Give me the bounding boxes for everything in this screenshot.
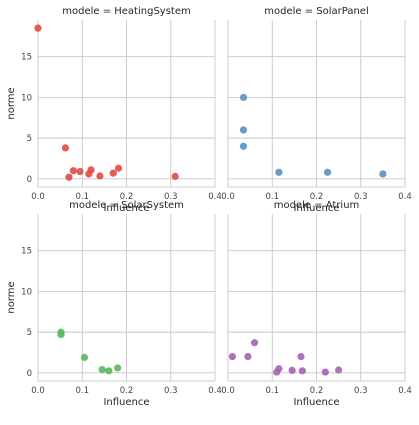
x-tick-label: 0.1 <box>75 192 89 202</box>
x-tick-label: 0.4 <box>208 386 222 396</box>
x-axis-label: Influence <box>103 203 149 214</box>
y-tick-label: 10 <box>21 287 32 297</box>
scatter-point <box>288 366 296 375</box>
scatter-point <box>69 167 77 175</box>
x-tick-label: 0.3 <box>164 386 178 396</box>
x-tick-label: 0.2 <box>310 192 324 202</box>
x-axis-label: Influence <box>103 397 149 408</box>
facet-title: modele = Atrium <box>274 200 360 211</box>
scatter-point <box>61 144 70 152</box>
y-tick-label: 5 <box>27 328 32 338</box>
scatter-point <box>80 353 89 361</box>
facet-panel-1: modele = SolarPanel 0.0 0.1 0.2 0.3 0.4 Influe… <box>221 6 412 214</box>
scatter-point <box>379 170 387 178</box>
facet-panel-0: modele = HeatingSystem 0.0 0.1 0.2 0.3 0.4 Inf… <box>6 6 222 214</box>
facet-panel-2: modele = SolarSystem 0.0 0.1 0.2 0.3 0.4 Influ… <box>6 200 222 408</box>
facet-title: modele = SolarPanel <box>264 6 369 17</box>
scatter-point <box>228 352 237 361</box>
x-tick-label: 0.1 <box>75 386 89 396</box>
x-tick-label: 0.2 <box>120 386 134 396</box>
scatter-point <box>297 352 305 361</box>
facet-title: modele = HeatingSystem <box>62 6 191 17</box>
scatter-point <box>321 368 329 376</box>
scatter-point <box>244 352 252 361</box>
x-axis-label: Influence <box>293 397 339 408</box>
scatter-point <box>114 164 123 172</box>
scatter-point <box>275 365 283 373</box>
x-tick-label: 0.0 <box>221 386 235 396</box>
x-axis-label: Influence <box>293 203 339 214</box>
scatter-point <box>96 172 104 180</box>
x-tick-label: 0.2 <box>310 386 324 396</box>
y-tick-label: 0 <box>27 369 32 379</box>
x-tick-label: 0.0 <box>31 386 45 396</box>
y-tick-label: 0 <box>27 175 32 185</box>
x-tick-label: 0.3 <box>354 386 368 396</box>
x-tick-label: 0.1 <box>265 386 279 396</box>
scatter-point <box>87 166 95 174</box>
x-tick-label: 0.0 <box>31 192 45 202</box>
x-tick-label: 0.4 <box>398 386 412 396</box>
scatter-points <box>228 339 343 376</box>
scatter-point <box>109 169 117 177</box>
facet-panel-3: modele = Atrium 0.0 0.1 0.2 0.3 0.4 Influence <box>221 200 412 408</box>
scatter-point <box>239 93 248 101</box>
y-axis-label: norme <box>6 87 17 119</box>
scatter-point <box>239 142 248 150</box>
scatter-point <box>335 366 343 374</box>
y-tick-label: 5 <box>27 134 32 144</box>
scatter-point <box>298 367 306 375</box>
scatter-point <box>275 168 283 176</box>
x-tick-label: 0.2 <box>120 192 134 202</box>
scatter-point <box>114 364 122 372</box>
scatter-point <box>323 168 332 176</box>
x-tick-label: 0.4 <box>398 192 412 202</box>
scatter-point <box>65 173 73 181</box>
y-tick-label: 15 <box>21 247 32 257</box>
scatter-point <box>250 339 259 347</box>
y-tick-label: 15 <box>21 53 32 63</box>
x-tick-label: 0.1 <box>265 192 279 202</box>
scatter-point <box>57 330 65 339</box>
scatter-point <box>239 126 248 134</box>
scatter-points <box>34 24 179 181</box>
scatter-point <box>34 24 42 32</box>
x-tick-label: 0.0 <box>221 192 235 202</box>
x-tick-label: 0.3 <box>164 192 178 202</box>
x-tick-label: 0.4 <box>208 192 222 202</box>
scatter-point <box>171 172 179 181</box>
scatter-points <box>57 328 122 375</box>
scatter-point <box>76 167 84 176</box>
x-tick-label: 0.3 <box>354 192 368 202</box>
y-tick-label: 10 <box>21 93 32 103</box>
facet-title: modele = SolarSystem <box>69 200 184 211</box>
y-axis-label: norme <box>6 281 17 313</box>
scatter-point <box>105 367 113 375</box>
scatter-points <box>239 93 387 178</box>
scatter-point <box>98 365 106 374</box>
